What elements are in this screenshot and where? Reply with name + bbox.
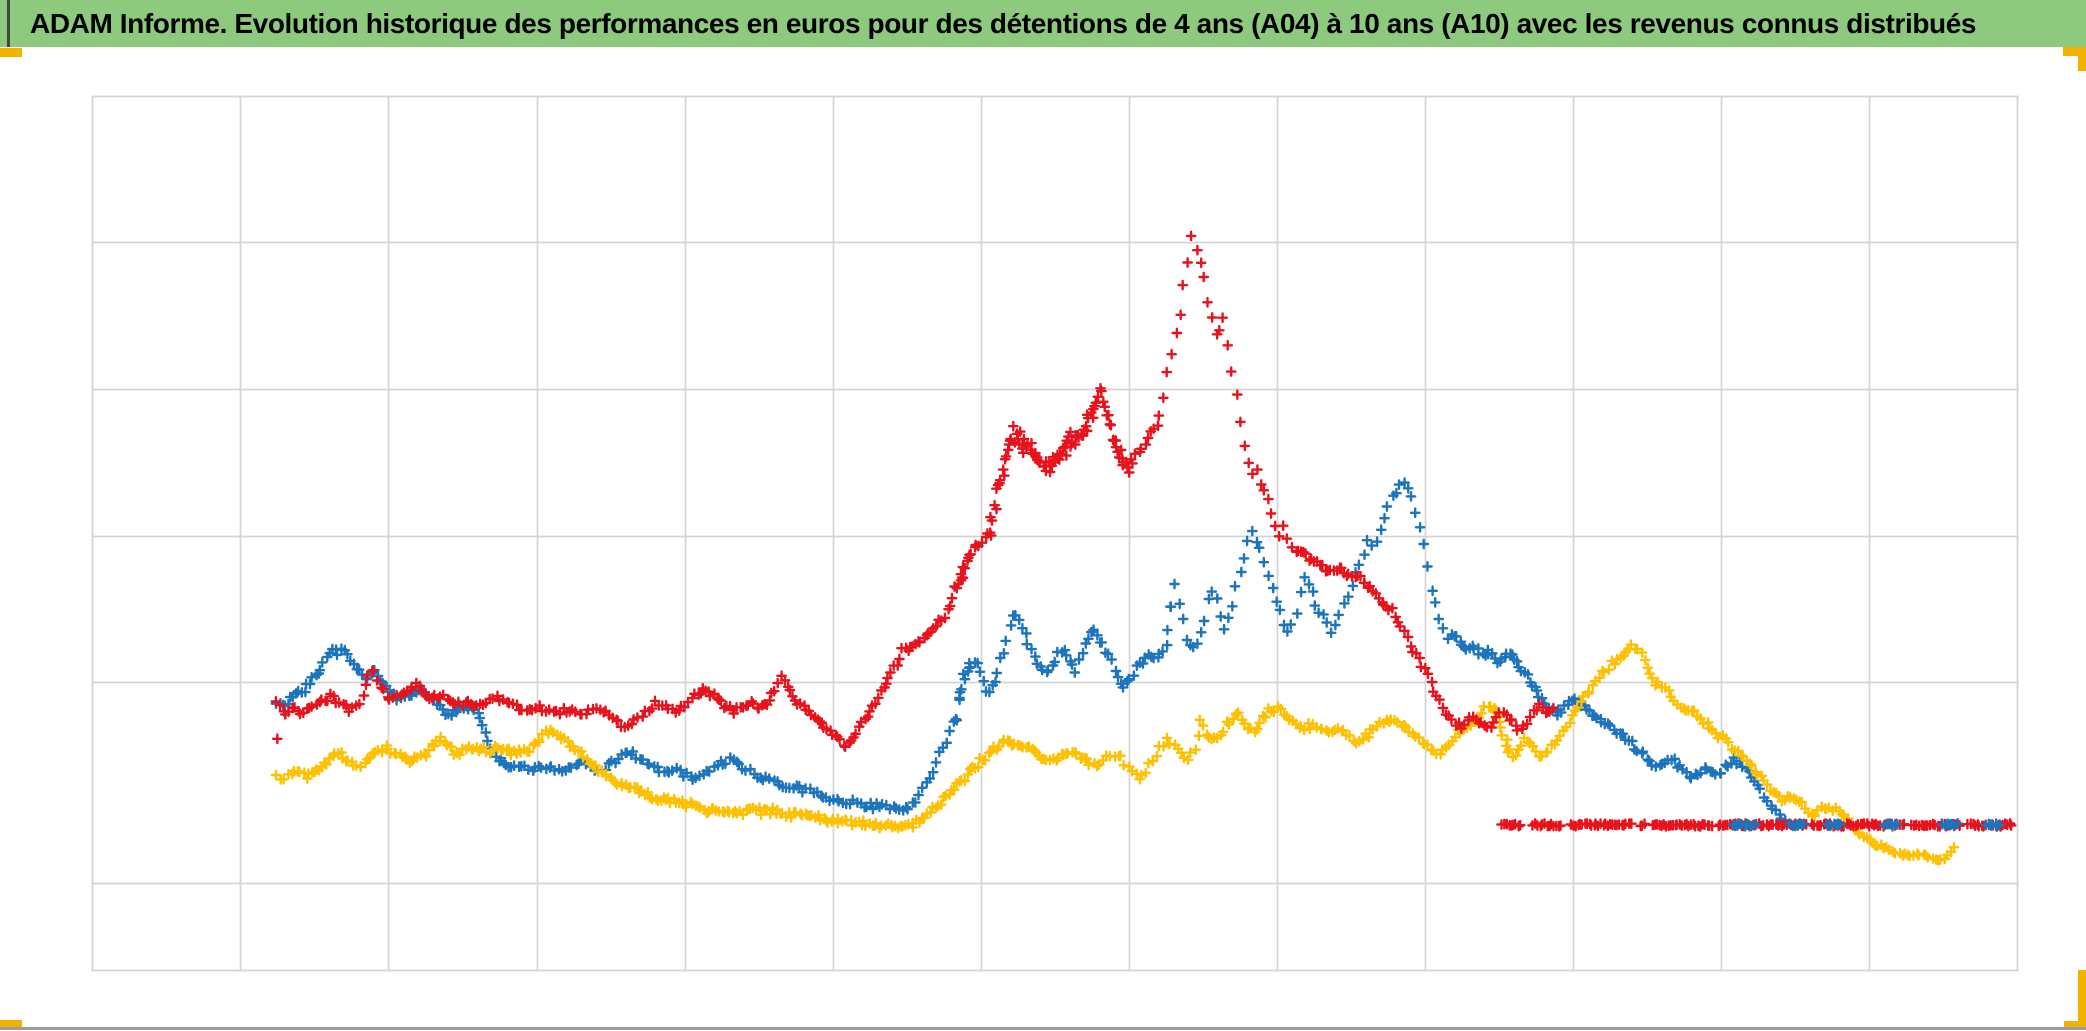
selection-corner-top-right-v [2078, 56, 2086, 71]
series-#FFC000 [270, 639, 1960, 866]
series-#1B74BC [1727, 818, 2006, 832]
page-title: ADAM Informe. Evolution historique des p… [30, 7, 1977, 39]
chart-gridlines [91, 95, 2019, 972]
bottom-divider [0, 1027, 2086, 1030]
selection-corner-bottom-right-v [2078, 970, 2086, 1022]
selection-corner-top-left [0, 48, 22, 57]
chart-series [270, 230, 2017, 866]
series-#1B74BC [270, 477, 1791, 826]
series-#E8121C [270, 230, 1559, 753]
selection-corner-top-right-h [2063, 47, 2086, 56]
title-banner: ADAM Informe. Evolution historique des p… [0, 0, 2086, 47]
banner-left-edge [7, 0, 10, 47]
selection-corner-bottom-left [0, 1020, 22, 1029]
selection-corner-bottom-right-h [2064, 1021, 2086, 1030]
